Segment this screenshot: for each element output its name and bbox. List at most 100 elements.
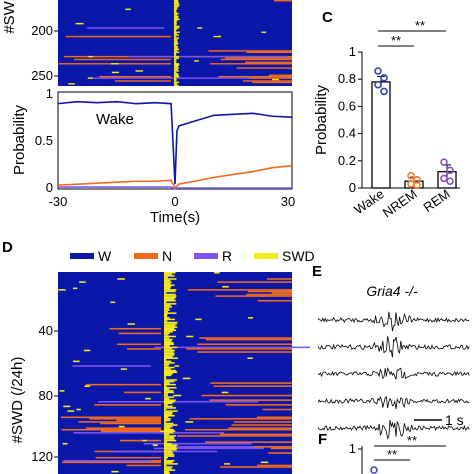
raster-nrem-segment <box>257 464 292 467</box>
raster-swd-onset <box>164 444 178 447</box>
raster-swd-onset <box>174 73 179 75</box>
raster-swd-tick <box>135 70 143 72</box>
panel-c-ytick-label: 0 <box>349 180 356 195</box>
raster-swd-tick <box>182 377 191 380</box>
raster-swd-onset <box>164 338 173 341</box>
raster-swd-onset <box>164 279 168 282</box>
panel-b-xtick-0: 0 <box>171 194 178 209</box>
raster-rem-segment <box>72 365 151 367</box>
raster-swd-tick <box>247 357 253 360</box>
raster-swd-tick <box>159 430 166 433</box>
raster-swd-tick <box>110 63 119 65</box>
raster-swd-onset <box>164 363 170 366</box>
raster-rem-segment <box>63 460 151 462</box>
raster-nrem-segment <box>270 447 292 450</box>
raster-nrem-segment <box>234 421 292 423</box>
legend-swatch-r <box>194 253 218 259</box>
raster-swd-onset <box>164 284 175 286</box>
raster-swd-onset <box>164 298 175 300</box>
top-raster-rows <box>58 0 292 86</box>
raster-swd-onset <box>164 425 173 428</box>
panel-b: Wake Probability 0 0.5 1 -30 0 30 Time(s… <box>11 86 295 226</box>
raster-swd-onset <box>174 74 179 76</box>
panel-c-datapoint <box>374 80 382 89</box>
raster-swd-onset <box>164 345 170 347</box>
panel-f-ytick-1: 1 <box>349 441 356 456</box>
panel-c-category-label: NREM <box>380 186 420 220</box>
raster-swd-onset <box>164 422 174 425</box>
raster-nrem-segment <box>210 382 292 384</box>
raster-swd-tick <box>272 78 279 81</box>
raster-swd-onset <box>164 362 175 364</box>
raster-rem-segment <box>93 77 251 79</box>
raster-nrem-segment <box>268 452 292 454</box>
raster-swd-tick <box>118 425 125 428</box>
raster-swd-onset <box>174 51 180 54</box>
raster-swd-onset <box>164 290 176 293</box>
raster-swd-onset <box>164 329 177 332</box>
panel-d-letter: D <box>2 239 13 256</box>
raster-swd-tick <box>169 469 176 471</box>
raster-swd-onset <box>164 287 171 290</box>
raster-swd-onset <box>164 441 168 443</box>
raster-swd-tick <box>62 442 68 445</box>
panel-b-ytick-0: 0 <box>46 180 53 195</box>
panel-c-datapoint <box>374 67 382 75</box>
raster-swd-onset <box>164 318 176 321</box>
raster-swd-onset <box>164 292 167 294</box>
raster-nrem-segment <box>189 418 292 420</box>
panel-d-ytick-40: 40 <box>39 323 53 338</box>
raster-nrem-segment <box>205 441 292 443</box>
raster-swd-onset <box>164 296 176 299</box>
top-raster-ylabel: #SWD <box>1 0 18 34</box>
panel-c-datapoint <box>380 87 388 96</box>
panel-e-traces <box>317 311 470 440</box>
raster-nrem-segment <box>266 278 292 280</box>
raster-nrem-segment <box>236 67 292 69</box>
raster-swd-onset <box>164 368 171 370</box>
raster-swd-onset <box>164 464 167 467</box>
raster-swd-tick <box>186 335 194 338</box>
raster-nrem-segment <box>100 430 161 433</box>
panel-c-ytick-label: 1 <box>349 44 356 59</box>
raster-swd-onset <box>164 430 176 433</box>
raster-swd-tick <box>173 394 182 397</box>
raster-nrem-segment <box>85 383 161 386</box>
eeg-trace <box>317 419 470 440</box>
raster-swd-onset <box>174 64 180 66</box>
raster-swd-tick <box>142 439 147 442</box>
raster-swd-onset <box>164 354 175 356</box>
raster-nrem-segment <box>215 295 292 297</box>
raster-swd-onset <box>174 11 177 13</box>
raster-swd-onset <box>164 337 170 339</box>
raster-swd-onset <box>164 352 175 355</box>
raster-swd-onset <box>164 303 177 305</box>
raster-nrem-segment <box>225 57 292 59</box>
raster-swd-onset <box>174 7 178 9</box>
raster-nrem-segment <box>116 419 161 422</box>
raster-swd-onset <box>174 77 177 79</box>
raster-nrem-segment <box>63 55 171 58</box>
raster-nrem-segment <box>78 421 161 423</box>
panel-b-ytick-1: 1 <box>46 86 53 101</box>
raster-swd-onset <box>164 348 173 350</box>
raster-nrem-segment <box>124 391 161 394</box>
raster-swd-onset <box>164 272 176 274</box>
raster-swd-onset <box>174 68 178 71</box>
raster-swd-onset <box>164 411 173 414</box>
raster-swd-onset <box>174 4 180 6</box>
raster-nrem-segment <box>118 332 161 335</box>
eeg-trace <box>317 395 470 410</box>
panel-e: E Gria4 -/- 1 s <box>312 263 470 440</box>
raster-swd-onset <box>174 45 178 48</box>
raster-swd-onset <box>164 452 174 454</box>
raster-nrem-segment <box>231 424 292 426</box>
eeg-trace <box>317 336 470 358</box>
raster-nrem-segment <box>268 74 292 76</box>
raster-swd-onset <box>164 407 177 409</box>
raster-swd-onset <box>164 324 176 327</box>
raster-swd-onset <box>164 369 177 372</box>
raster-nrem-segment <box>119 439 161 442</box>
raster-swd-onset <box>174 10 177 12</box>
eeg-trace <box>317 311 470 332</box>
